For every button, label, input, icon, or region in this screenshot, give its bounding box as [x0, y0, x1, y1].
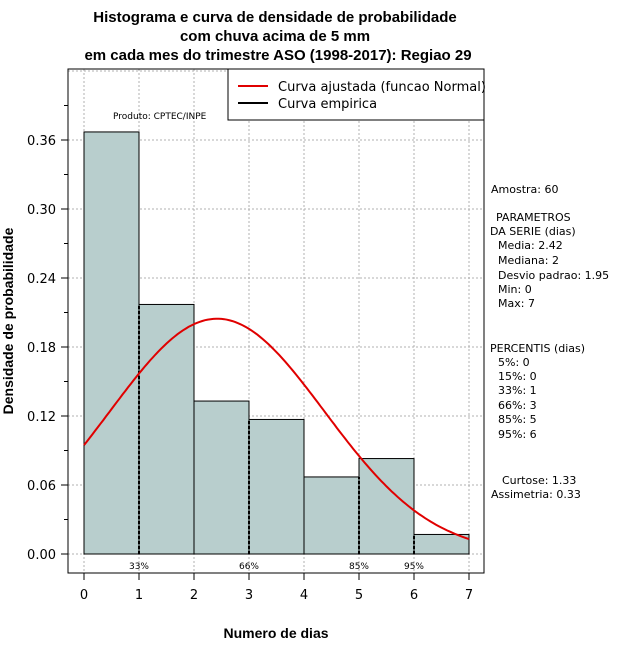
histogram-bar-5 [358, 458, 415, 555]
x-tick-label-5: 5 [355, 588, 363, 603]
y-tick-label-2: 0.12 [27, 410, 56, 425]
stat-mediana: Mediana: 2 [498, 254, 559, 267]
stat-amostra: Amostra: 60 [491, 183, 558, 196]
histogram-bars [83, 131, 470, 555]
histogram-bar-1 [138, 303, 195, 555]
x-tick-label-2: 2 [190, 588, 198, 603]
x-tick-label-1: 1 [135, 588, 143, 603]
stat-p95: 95%: 6 [498, 428, 537, 441]
chart-title-line-3: em cada mes do trimestre ASO (1998-2017)… [84, 47, 471, 64]
x-axis: 0 1 2 3 4 5 6 7 [80, 572, 473, 603]
stat-params-title-2: DA SERIE (dias) [490, 225, 576, 238]
percentile-label-1: 66% [239, 562, 259, 572]
y-tick-label-6: 0.36 [27, 134, 56, 149]
histogram-bar-2 [193, 400, 250, 555]
percentile-label-3: 95% [404, 562, 424, 572]
chart-title-line-1: Histograma e curva de densidade de proba… [93, 9, 456, 26]
legend-empirical-label: Curva empirica [278, 97, 377, 112]
product-label: Produto: CPTEC/INPE [113, 112, 207, 122]
percentile-labels: 33% 66% 85% 95% [129, 562, 424, 572]
y-tick-label-4: 0.24 [27, 272, 56, 287]
y-tick-label-1: 0.06 [27, 479, 56, 494]
stat-p33: 33%: 1 [498, 384, 537, 397]
histogram-bar-4 [303, 476, 360, 555]
legend-normal-label: Curva ajustada (funcao Normal) [278, 80, 486, 95]
stat-p85: 85%: 5 [498, 413, 537, 426]
chart-title-line-2: com chuva acima de 5 mm [180, 28, 370, 45]
legend: Curva ajustada (funcao Normal) Curva emp… [227, 68, 486, 121]
x-tick-label-7: 7 [465, 588, 473, 603]
stats-panel: Amostra: 60 PARAMETROS DA SERIE (dias) M… [490, 183, 609, 501]
normal-curve-line [83, 317, 470, 541]
stat-media: Media: 2.42 [498, 239, 563, 252]
x-tick-label-4: 4 [300, 588, 308, 603]
histogram-bar-3 [248, 418, 305, 555]
empirical-curve-lines [138, 304, 415, 554]
x-tick-label-6: 6 [410, 588, 418, 603]
legend-box [227, 68, 485, 121]
y-tick-label-0: 0.00 [27, 548, 56, 563]
normal-curve-layer [83, 317, 470, 541]
stat-p15: 15%: 0 [498, 370, 537, 383]
x-tick-label-3: 3 [245, 588, 253, 603]
stat-min: Min: 0 [498, 283, 532, 296]
histogram-bar-6 [413, 533, 470, 555]
stat-curtose: Curtose: 1.33 [502, 474, 576, 487]
percentile-label-2: 85% [349, 562, 369, 572]
x-axis-label: Numero de dias [223, 625, 328, 641]
percentile-label-0: 33% [129, 562, 149, 572]
stat-params-title-1: PARAMETROS [496, 211, 571, 224]
stat-p5: 5%: 0 [498, 356, 530, 369]
x-tick-label-0: 0 [80, 588, 88, 603]
y-tick-label-5: 0.30 [27, 203, 56, 218]
stat-p66: 66%: 3 [498, 399, 537, 412]
stat-percentis-title: PERCENTIS (dias) [490, 342, 585, 355]
stat-desvio: Desvio padrao: 1.95 [498, 269, 609, 282]
stat-max: Max: 7 [498, 297, 535, 310]
y-tick-label-3: 0.18 [27, 341, 56, 356]
histogram-bar-0 [83, 131, 140, 555]
y-axis: 0.00 0.06 0.12 0.18 0.24 0.30 0.36 [27, 105, 68, 563]
y-axis-label: Densidade de probabilidade [0, 227, 16, 414]
stat-assimetria: Assimetria: 0.33 [491, 488, 581, 501]
